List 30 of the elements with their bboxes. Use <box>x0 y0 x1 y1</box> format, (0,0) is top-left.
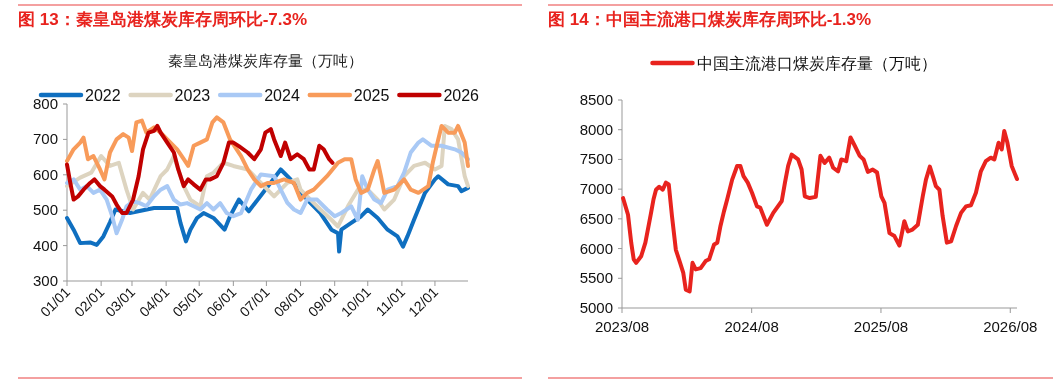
legend-label: 2024 <box>264 87 300 104</box>
y-tick-label: 8500 <box>579 91 613 108</box>
legend-label: 2026 <box>443 87 480 104</box>
line-series <box>65 123 335 216</box>
x-tick-label: 2024/08 <box>724 318 779 335</box>
y-tick-label: 6000 <box>579 239 613 257</box>
y-tick-label: 500 <box>32 201 58 219</box>
y-tick-label: 600 <box>32 165 58 183</box>
legend-label: 2025 <box>353 87 390 104</box>
y-tick-label: 800 <box>32 95 58 112</box>
y-tick-label: 400 <box>32 236 58 254</box>
chart-title: 图 13：秦皇岛港煤炭库存周环比-7.3% <box>18 10 308 29</box>
x-tick-label: 2025/08 <box>853 318 909 335</box>
y-tick-label: 700 <box>32 130 58 148</box>
y-tick-label: 5000 <box>579 299 613 316</box>
line-series <box>65 115 470 202</box>
legend-label: 2023 <box>174 87 211 104</box>
x-tick-label: 2023/08 <box>594 318 650 335</box>
y-tick-label: 8000 <box>579 120 613 138</box>
y-tick-label: 300 <box>32 272 58 289</box>
legend-label: 中国主流港口煤炭库存量（万吨） <box>696 55 937 72</box>
x-tick-label: 2026/08 <box>983 318 1038 335</box>
line-series <box>621 128 1019 294</box>
chart-subtitle: 秦皇岛港煤炭库存量（万吨） <box>167 52 363 69</box>
y-tick-label: 7000 <box>579 180 613 198</box>
chart-title: 图 14：中国主流港口煤炭库存周环比-1.3% <box>548 10 872 29</box>
y-tick-label: 6500 <box>579 209 613 227</box>
y-tick-label: 7500 <box>579 150 613 168</box>
legend-label: 2022 <box>85 87 121 104</box>
y-tick-label: 5500 <box>579 269 613 287</box>
